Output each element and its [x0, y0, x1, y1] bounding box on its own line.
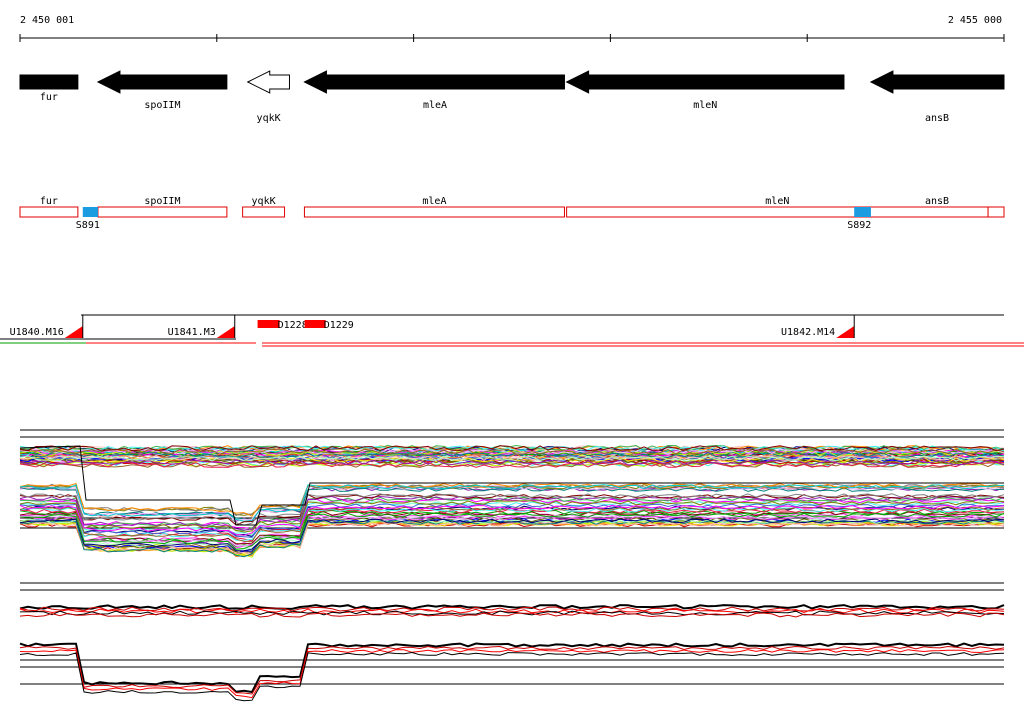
summary-profile-line	[19, 608, 1005, 614]
gene-label: ansB	[925, 113, 949, 124]
gene-arrow-fur[interactable]	[19, 74, 79, 90]
gene-arrow-spoIIM[interactable]	[96, 70, 228, 94]
expression-profile-line	[19, 504, 1005, 536]
expression-profile-line	[20, 512, 1005, 550]
summary-profile-line	[19, 612, 1005, 618]
gene-arrow-ansB[interactable]	[869, 70, 1005, 94]
gene-arrow-mleA[interactable]	[303, 70, 565, 94]
transcript-end-marker[interactable]	[216, 326, 235, 338]
transcript-label: U1841.M3	[168, 327, 216, 338]
site-label: S892	[847, 220, 871, 231]
expression-profile-line	[19, 482, 1005, 517]
site-label: S891	[76, 220, 100, 231]
summary-profile-line	[19, 604, 1005, 610]
expression-profile-line	[19, 507, 1005, 541]
site-marker[interactable]	[854, 207, 871, 217]
annotation-box-mleN[interactable]	[566, 206, 989, 218]
transcript-label: U1840.M16	[10, 327, 64, 338]
gene-label: mleA	[423, 100, 447, 111]
expression-profile-panel	[19, 429, 1005, 558]
expression-profile-line	[19, 459, 1005, 466]
annotation-box-fur[interactable]	[19, 206, 79, 218]
expression-profile-line	[19, 445, 1004, 526]
expression-profile-line	[19, 461, 1005, 468]
expression-profile-line	[19, 448, 1005, 455]
expression-profile-line	[19, 455, 1004, 462]
transcript-end-marker[interactable]	[836, 326, 855, 338]
feature-block[interactable]	[304, 320, 326, 328]
gene-label: mleN	[693, 100, 717, 111]
annotation-box-ansB[interactable]	[987, 206, 1005, 218]
expression-profile-line	[19, 503, 1005, 538]
feature-label: D1229	[324, 320, 354, 331]
expression-profile-line	[19, 451, 1005, 458]
annotation-box-yqkK[interactable]	[242, 206, 286, 218]
feature-block[interactable]	[257, 320, 280, 328]
gene-label: yqkK	[257, 113, 281, 124]
gene-track: fur spoIIM yqkK mleA mleN ansB	[19, 70, 1005, 124]
annotation-box-spoIIM[interactable]	[97, 206, 228, 218]
annotation-box-mleA[interactable]	[303, 206, 565, 218]
annotation-label: yqkK	[252, 196, 276, 207]
expression-profile-line	[19, 518, 1005, 552]
expression-profile-line	[19, 495, 1005, 531]
expression-profile-line	[19, 514, 1005, 547]
ruler-ticks	[19, 34, 1005, 42]
annotation-label: mleN	[765, 196, 789, 207]
gene-label: spoIIM	[144, 100, 180, 111]
annotation-track: fur spoIIM yqkK mleA mleN ansB S891 S892	[19, 196, 1005, 231]
ruler-end-label: 2 455 000	[948, 15, 1002, 26]
site-marker[interactable]	[82, 207, 98, 217]
summary-profile-panel	[19, 582, 1005, 702]
summary-profile-line	[19, 649, 1005, 699]
coordinate-ruler: 2 450 001 2 455 000	[19, 15, 1005, 42]
expression-profile-line	[19, 445, 1005, 452]
transcript-end-marker[interactable]	[64, 326, 83, 338]
summary-profile-line	[19, 642, 1005, 694]
annotation-label: spoIIM	[144, 196, 180, 207]
expression-profile-line	[19, 518, 1005, 551]
transcript-label: U1842.M14	[781, 327, 835, 338]
expression-profile-line	[19, 483, 1005, 516]
summary-profile-line	[19, 645, 1005, 695]
annotation-label: ansB	[925, 196, 949, 207]
summary-profile-line	[19, 651, 1005, 702]
expression-profile-line	[19, 484, 1005, 522]
gene-arrow-mleN[interactable]	[565, 70, 845, 94]
ruler-start-label: 2 450 001	[20, 15, 74, 26]
expression-profile-line	[19, 487, 1005, 521]
expression-profile-line	[19, 500, 1005, 533]
gene-label: fur	[40, 92, 58, 103]
transcript-track: U1840.M16 U1841.M3 U1842.M14 D1228 D1229	[0, 314, 1024, 347]
expression-profile-line	[19, 494, 1005, 526]
expression-profile-line	[19, 444, 1005, 451]
expression-profile-line	[20, 455, 1005, 462]
gene-arrow-yqkK[interactable]	[246, 70, 290, 94]
expression-profile-line	[19, 445, 1005, 452]
expression-profile-line	[19, 521, 1005, 555]
summary-profile-line	[19, 610, 1005, 616]
annotation-label: mleA	[422, 196, 446, 207]
annotation-label: fur	[40, 196, 58, 207]
expression-profile-line	[19, 493, 1005, 526]
feature-label: D1228	[278, 320, 308, 331]
